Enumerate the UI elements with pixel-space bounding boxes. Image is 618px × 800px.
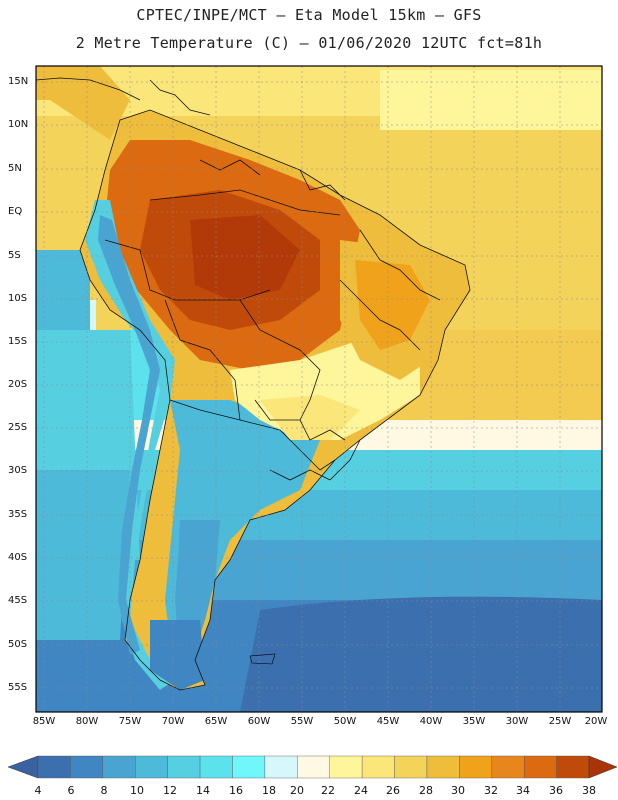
lat-label: 50S: [8, 639, 28, 650]
colorbar-tick: 12: [163, 784, 177, 797]
lon-label: 30W: [505, 716, 529, 727]
lon-label: 50W: [333, 716, 357, 727]
plot-frame: [35, 65, 603, 713]
lon-label: 55W: [290, 716, 314, 727]
colorbar-swatch: [426, 755, 460, 779]
colorbar-tick: 10: [130, 784, 144, 797]
lat-label: EQ: [8, 206, 23, 217]
lon-label: 35W: [462, 716, 486, 727]
lat-label: 25S: [8, 422, 28, 433]
colorbar-swatch: [297, 755, 330, 779]
lon-label: 45W: [376, 716, 400, 727]
lon-label: 70W: [161, 716, 185, 727]
lon-label: 25W: [548, 716, 572, 727]
colorbar-tick: 8: [100, 784, 108, 797]
lon-label: 40W: [419, 716, 443, 727]
colorbar-swatch: [37, 755, 71, 779]
colorbar-low-arrow: [7, 755, 39, 779]
lat-label: 35S: [8, 509, 28, 520]
colorbar-tick: 6: [67, 784, 75, 797]
lat-label: 45S: [8, 595, 28, 606]
colorbar-tick: 16: [229, 784, 243, 797]
lat-label: 5N: [8, 163, 22, 174]
colorbar-tick: 30: [451, 784, 465, 797]
temperature-field: [36, 66, 602, 712]
country-borders: [36, 77, 471, 691]
colorbar-swatch: [491, 755, 525, 779]
colorbar-tick: 4: [34, 784, 42, 797]
colorbar-tick: 34: [516, 784, 530, 797]
colorbar: [7, 755, 618, 779]
lat-label: 15S: [8, 336, 28, 347]
title-line-1: CPTEC/INPE/MCT – Eta Model 15km – GFS: [136, 6, 482, 24]
colorbar-swatch: [232, 755, 266, 779]
colorbar-tick: 28: [419, 784, 433, 797]
colorbar-tick: 32: [484, 784, 498, 797]
colorbar-swatch: [459, 755, 492, 779]
colorbar-swatch: [523, 755, 557, 779]
lat-label: 10N: [8, 119, 29, 130]
colorbar-tick: 18: [262, 784, 276, 797]
title-line-2: 2 Metre Temperature (C) – 01/06/2020 12U…: [75, 34, 543, 52]
lon-label: 75W: [118, 716, 142, 727]
graticule: [36, 66, 602, 712]
lat-label: 30S: [8, 465, 28, 476]
lat-label: 15N: [8, 76, 29, 87]
lat-label: 40S: [8, 552, 28, 563]
colorbar-tick: 22: [321, 784, 335, 797]
colorbar-swatch: [264, 755, 298, 779]
colorbar-tick: 14: [196, 784, 210, 797]
colorbar-swatch: [102, 755, 136, 779]
colorbar-tick: 36: [549, 784, 563, 797]
colorbar-swatch: [70, 755, 104, 779]
colorbar-high-arrow: [588, 755, 618, 779]
colorbar-swatch: [167, 755, 201, 779]
lon-label: 80W: [75, 716, 99, 727]
colorbar-swatch: [329, 755, 363, 779]
colorbar-swatch: [394, 755, 428, 779]
colorbar-tick: 20: [290, 784, 304, 797]
colorbar-tick: 38: [582, 784, 596, 797]
colorbar-swatch: [135, 755, 168, 779]
lat-label: 20S: [8, 379, 28, 390]
colorbar-tick: 26: [386, 784, 400, 797]
lon-label: 60W: [247, 716, 271, 727]
lat-label: 5S: [8, 250, 21, 261]
colorbar-swatch: [199, 755, 233, 779]
colorbar-swatch: [361, 755, 395, 779]
lon-label: 65W: [204, 716, 228, 727]
colorbar-tick: 24: [354, 784, 368, 797]
lat-label: 10S: [8, 293, 28, 304]
colorbar-swatch: [556, 755, 590, 779]
lat-label: 55S: [8, 682, 28, 693]
lon-label: 85W: [32, 716, 56, 727]
lon-label: 20W: [584, 716, 608, 727]
